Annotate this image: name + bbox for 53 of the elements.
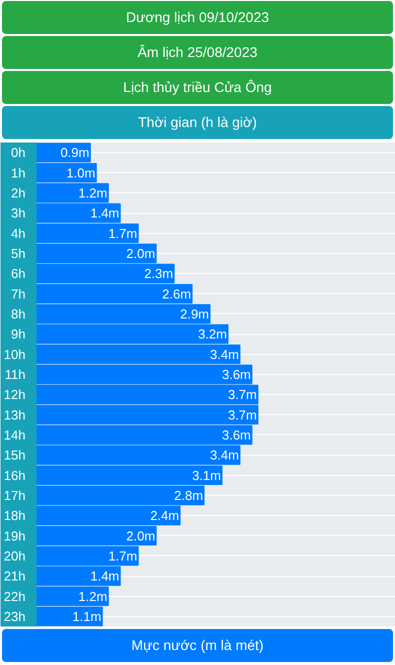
- y-tick-label: 12h: [4, 387, 26, 402]
- data-label: 1.7m: [108, 548, 138, 564]
- y-tick-label: 3h: [11, 206, 26, 221]
- y-tick-label: 0h: [11, 145, 26, 160]
- x-axis-title: Mực nước (m là mét): [131, 636, 264, 655]
- data-label: 3.6m: [222, 366, 251, 382]
- y-tick-label: 13h: [4, 407, 26, 422]
- data-label: 3.4m: [210, 346, 239, 362]
- y-tick-label: 19h: [4, 528, 26, 544]
- y-tick-label: 8h: [11, 306, 26, 322]
- chart-title: Lịch thủy triều Cửa Ông: [123, 78, 272, 97]
- data-label: 2.8m: [174, 488, 204, 503]
- data-label: 1.0m: [66, 165, 96, 180]
- y-tick-label: 1h: [11, 165, 26, 180]
- y-tick-label: 23h: [4, 608, 26, 624]
- y-tick-label: 16h: [4, 468, 26, 483]
- text: Âm lịch 25/08/2023: [138, 43, 258, 62]
- chart-subtitle: Dương lịch 09/10/2023: [126, 8, 270, 27]
- y-tick-label: 22h: [4, 588, 26, 604]
- y-axis-title: Thời gian (h là giờ): [138, 113, 257, 132]
- data-label: 1.4m: [90, 568, 120, 584]
- data-label: 2.4m: [150, 508, 180, 524]
- data-label: 2.0m: [126, 528, 156, 544]
- y-tick-label: 14h: [4, 427, 26, 442]
- y-tick-label: 20h: [4, 548, 26, 564]
- data-label: 2.3m: [144, 266, 174, 282]
- data-label: 3.1m: [192, 468, 221, 483]
- y-tick-label: 17h: [4, 488, 26, 503]
- data-label: 3.2m: [198, 326, 227, 342]
- y-tick-label: 15h: [4, 448, 26, 463]
- y-tick-label: 6h: [11, 266, 26, 282]
- data-label: 0.9m: [60, 145, 90, 160]
- y-tick-label: 2h: [11, 185, 26, 200]
- data-label: 1.2m: [78, 185, 108, 200]
- y-tick-label: 7h: [11, 286, 26, 302]
- data-label: 1.2m: [78, 588, 108, 604]
- data-label: 2.6m: [162, 286, 192, 302]
- data-label: 3.7m: [228, 407, 257, 422]
- data-label: 2.9m: [180, 306, 210, 322]
- y-tick-label: 11h: [4, 366, 26, 382]
- data-label: 3.4m: [210, 448, 239, 463]
- y-tick-label: 5h: [11, 246, 26, 261]
- y-tick-label: 10h: [4, 346, 26, 362]
- data-label: 1.7m: [108, 226, 138, 241]
- data-label: 2.0m: [126, 246, 156, 261]
- y-tick-label: 4h: [11, 226, 26, 241]
- data-label: 3.6m: [222, 427, 251, 442]
- y-tick-label: 9h: [11, 326, 26, 342]
- y-tick-label: 18h: [4, 508, 26, 524]
- data-label: 1.1m: [72, 608, 102, 624]
- data-label: 1.4m: [90, 206, 120, 221]
- data-label: 3.7m: [228, 387, 257, 402]
- y-tick-label: 21h: [4, 568, 26, 584]
